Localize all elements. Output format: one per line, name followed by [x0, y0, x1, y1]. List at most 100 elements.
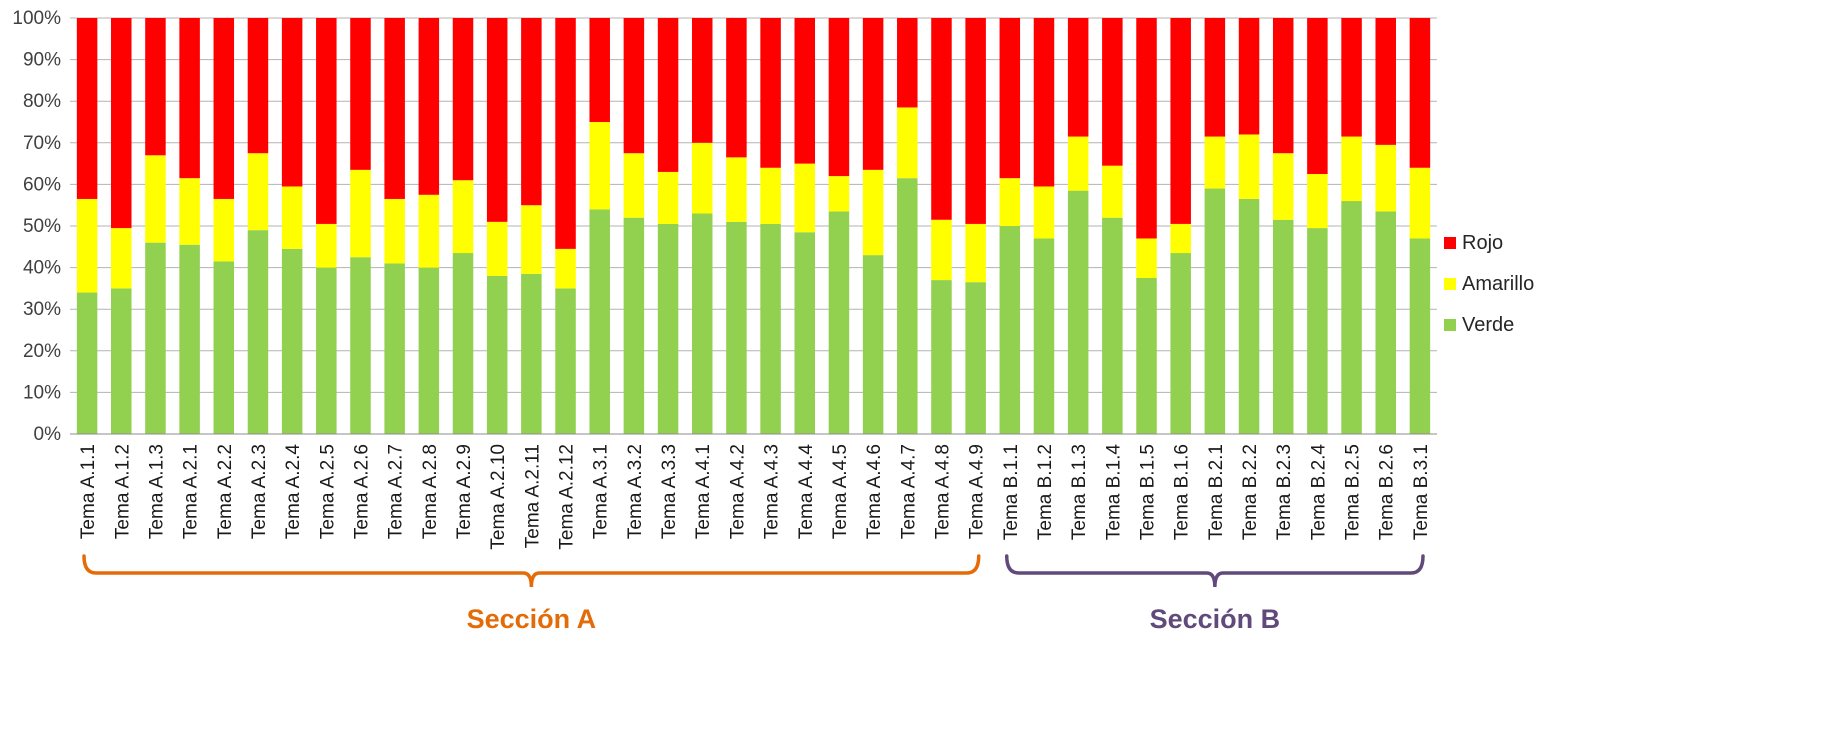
bar-segment-amarillo: [1307, 174, 1328, 229]
x-tick-label: Tema A.4.7: [898, 444, 919, 539]
x-tick-label: Tema A.2.2: [215, 444, 236, 539]
y-tick-label: 30%: [23, 299, 61, 320]
bar-segment-rojo: [897, 18, 918, 108]
bar-segment-amarillo: [1375, 144, 1396, 212]
bar-segment-rojo: [1067, 18, 1089, 137]
section-bracket: [1004, 554, 1425, 588]
legend-swatch: [1444, 278, 1456, 290]
bar-segment-verde: [1102, 217, 1123, 434]
bars: [76, 18, 1431, 434]
x-tick-label: Tema A.1.1: [78, 444, 99, 539]
bar-segment-rojo: [1136, 18, 1157, 239]
bar-segment-rojo: [794, 18, 816, 164]
bar-segment-rojo: [931, 18, 952, 220]
bar-segment-amarillo: [1204, 136, 1226, 189]
y-tick-label: 80%: [23, 91, 61, 112]
bar-segment-amarillo: [589, 122, 610, 210]
bar-segment-amarillo: [521, 205, 542, 274]
x-tick-label: Tema B.1.3: [1069, 444, 1090, 540]
grid-lines: [70, 17, 1437, 435]
bar-segment-verde: [760, 223, 781, 434]
bar-segment-verde: [965, 282, 986, 434]
bar-segment-rojo: [213, 18, 235, 199]
bar-segment-amarillo: [1102, 165, 1123, 218]
bar-segment-rojo: [657, 18, 679, 172]
bar-segment-amarillo: [1272, 153, 1294, 220]
x-tick-label: Tema B.2.3: [1274, 444, 1295, 540]
y-tick-label: 100%: [12, 8, 61, 29]
bar-segment-rojo: [726, 18, 747, 158]
bar-segment-amarillo: [213, 198, 235, 262]
bar-segment-verde: [1204, 188, 1226, 434]
bar-segment-amarillo: [486, 221, 508, 276]
bar-segment-verde: [897, 178, 918, 434]
x-tick-label: Tema B.2.1: [1206, 444, 1227, 540]
x-tick-label: Tema A.2.11: [522, 444, 543, 548]
bar-segment-verde: [1067, 190, 1089, 434]
x-tick-label: Tema B.3.1: [1411, 444, 1432, 540]
bar-segment-amarillo: [657, 171, 679, 224]
x-tick-label: Tema A.4.4: [796, 444, 817, 539]
legend-label: Verde: [1462, 314, 1514, 336]
bar-segment-verde: [145, 242, 166, 434]
bar-segment-rojo: [965, 18, 986, 224]
y-tick-label: 20%: [23, 341, 61, 362]
x-tick-label: Tema A.4.5: [830, 444, 851, 539]
x-tick-label: Tema A.2.5: [317, 444, 338, 539]
x-axis-category-labels: Tema A.1.1 Tema A.1.2 Tema A.1.3 Tema A.2.1…: [78, 444, 1432, 550]
x-tick-label: Tema A.3.3: [659, 444, 680, 539]
x-tick-label: Tema A.3.2: [625, 444, 646, 539]
x-tick-label: Tema A.2.8: [420, 444, 441, 539]
bar-segment-rojo: [1033, 18, 1055, 187]
bar-segment-verde: [862, 255, 884, 434]
bar-segment-amarillo: [1067, 136, 1089, 191]
bar-segment-rojo: [691, 18, 713, 143]
bar-segment-rojo: [623, 18, 645, 154]
x-tick-label: Tema B.2.2: [1240, 444, 1261, 540]
bar-segment-amarillo: [691, 142, 713, 214]
x-tick-label: Tema A.2.6: [351, 444, 372, 539]
bar-segment-amarillo: [384, 198, 405, 264]
bar-segment-verde: [1238, 198, 1260, 434]
x-tick-label: Tema A.2.9: [454, 444, 475, 539]
bar-segment-verde: [213, 261, 235, 434]
section-label: Sección B: [1150, 604, 1281, 634]
bar-segment-rojo: [589, 18, 610, 122]
bar-segment-verde: [1170, 253, 1191, 434]
x-tick-label: Tema A.3.1: [591, 444, 612, 539]
bar-segment-rojo: [521, 18, 542, 206]
section-brackets: Sección A Sección B: [82, 554, 1425, 634]
x-tick-label: Tema B.2.6: [1377, 444, 1398, 540]
x-tick-label: Tema A.4.3: [762, 444, 783, 539]
bar-segment-amarillo: [350, 169, 371, 258]
bar-segment-amarillo: [760, 167, 781, 224]
x-tick-label: Tema B.1.4: [1103, 444, 1124, 541]
bar-segment-verde: [521, 273, 542, 434]
x-tick-label: Tema A.2.12: [557, 444, 578, 550]
bar-segment-verde: [1272, 219, 1294, 434]
y-tick-label: 40%: [23, 258, 61, 279]
bar-segment-amarillo: [1341, 136, 1362, 202]
x-tick-label: Tema B.1.6: [1172, 444, 1193, 540]
bar-segment-rojo: [862, 18, 884, 170]
bar-segment-rojo: [555, 18, 576, 249]
bar-segment-amarillo: [1170, 223, 1191, 254]
bar-segment-verde: [726, 221, 747, 434]
bar-segment-rojo: [999, 18, 1021, 179]
bar-segment-verde: [828, 211, 850, 434]
legend-swatch: [1444, 319, 1456, 331]
bar-segment-rojo: [1341, 18, 1362, 137]
bar-segment-verde: [589, 209, 610, 434]
y-tick-label: 60%: [23, 174, 61, 195]
x-tick-label: Tema B.1.1: [1001, 444, 1022, 540]
x-tick-label: Tema A.1.2: [112, 444, 133, 539]
bar-segment-rojo: [760, 18, 781, 168]
bar-segment-amarillo: [999, 178, 1021, 226]
bar-segment-verde: [1409, 238, 1431, 434]
bar-segment-rojo: [1272, 18, 1294, 154]
bar-segment-rojo: [1375, 18, 1396, 145]
section-bracket: [82, 554, 981, 588]
x-tick-label: Tema A.4.9: [967, 444, 988, 539]
bar-segment-rojo: [145, 18, 166, 156]
bar-segment-amarillo: [281, 186, 303, 249]
